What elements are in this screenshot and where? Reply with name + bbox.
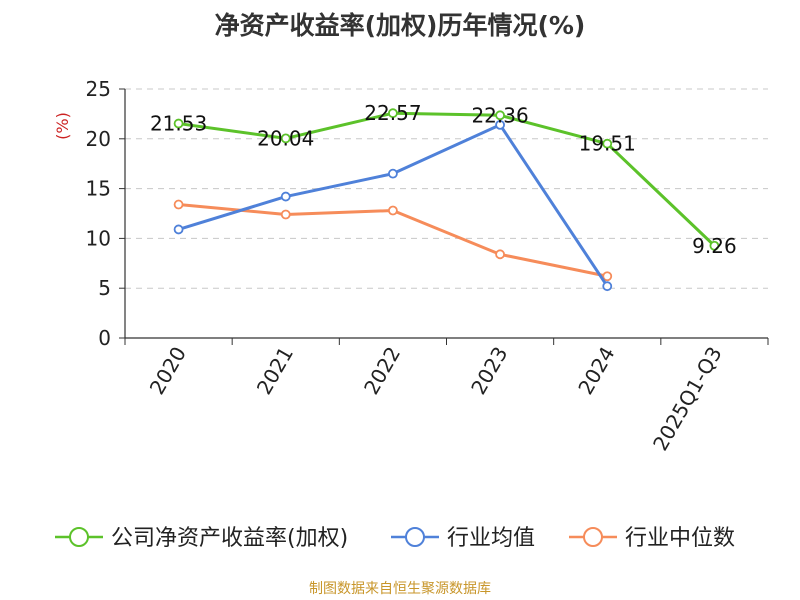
series-2-point-4 xyxy=(602,271,613,282)
series-0-point-4 xyxy=(602,138,613,149)
y-tick-label-15: 15 xyxy=(86,177,111,201)
x-tick-label-2021: 2021 xyxy=(252,343,298,399)
chart-title: 净资产收益率(加权)历年情况(%) xyxy=(214,11,586,40)
legend-label-1: 行业均值 xyxy=(447,526,535,551)
y-axis-label: (%) xyxy=(53,112,72,140)
series-0-point-1 xyxy=(280,133,291,144)
series-1-point-4 xyxy=(602,281,613,292)
series-0-point-5 xyxy=(709,240,720,251)
series-1-point-1 xyxy=(280,191,291,202)
series-1-point-0 xyxy=(173,224,184,235)
x-tick-label-2023: 2023 xyxy=(466,343,512,399)
series-0-point-2 xyxy=(388,108,398,119)
data-label-3: 22.36 xyxy=(471,103,528,127)
source-note: 制图数据来自恒生聚源数据库 xyxy=(309,581,491,597)
data-label-2: 22.57 xyxy=(364,101,421,125)
y-tick-label-5: 5 xyxy=(98,276,111,300)
data-label-5: 9.26 xyxy=(692,234,737,258)
series-2-point-3 xyxy=(495,249,505,260)
series-2-point-0 xyxy=(173,199,184,210)
series-0-point-0 xyxy=(173,118,184,129)
x-tick-label-2025Q1-Q3: 2025Q1-Q3 xyxy=(648,343,727,455)
legend-marker-0 xyxy=(69,527,89,547)
y-tick-label-20: 20 xyxy=(86,127,111,151)
x-tick-label-2022: 2022 xyxy=(359,343,405,399)
series-2-point-1 xyxy=(280,209,291,220)
y-tick-label-0: 0 xyxy=(98,326,111,350)
x-tick-label-2024: 2024 xyxy=(573,343,619,399)
data-label-0: 21.53 xyxy=(150,112,207,136)
data-label-1: 20.04 xyxy=(257,126,314,150)
legend-marker-2 xyxy=(583,527,603,547)
series-0-point-3 xyxy=(495,110,505,121)
y-tick-label-10: 10 xyxy=(86,226,111,250)
y-tick-label-25: 25 xyxy=(86,77,111,101)
data-label-4: 19.51 xyxy=(579,132,636,156)
series-line-0 xyxy=(178,111,716,247)
series-2-point-2 xyxy=(388,205,398,216)
series-1-point-3 xyxy=(495,119,505,130)
series-1-point-2 xyxy=(388,168,398,179)
legend-label-2: 行业中位数 xyxy=(625,526,735,551)
legend-label-0: 公司净资产收益率(加权) xyxy=(111,526,348,551)
x-tick-label-2020: 2020 xyxy=(145,343,191,399)
legend-marker-1 xyxy=(405,527,425,547)
